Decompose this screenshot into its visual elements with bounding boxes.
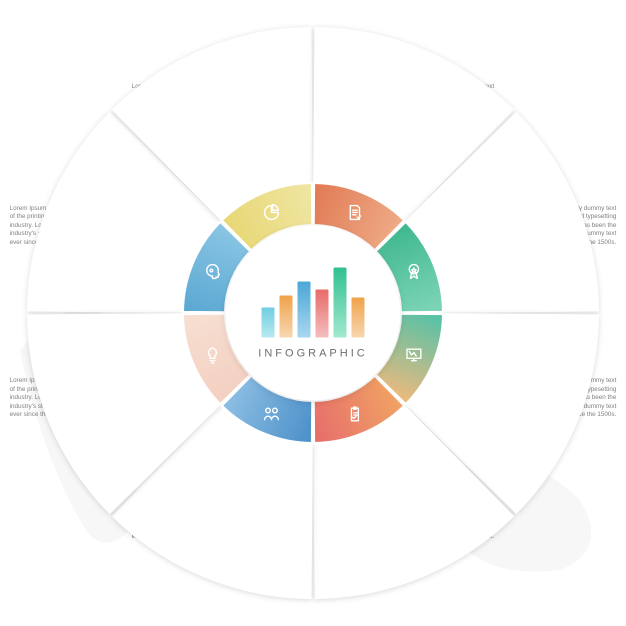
center-title: INFOGRAPHIC — [258, 347, 367, 359]
infographic-stage: INFOGRAPHIC Lorem Ipsum is simply dummy … — [0, 0, 626, 626]
center-bar-4 — [316, 289, 329, 337]
center-bar-3 — [298, 281, 311, 337]
center-bar-6 — [352, 297, 365, 337]
center-bar-icon — [262, 267, 365, 337]
center-bar-2 — [280, 295, 293, 337]
center-disc: INFOGRAPHIC — [226, 226, 401, 401]
center-bar-1 — [262, 307, 275, 337]
center-bar-5 — [334, 267, 347, 337]
